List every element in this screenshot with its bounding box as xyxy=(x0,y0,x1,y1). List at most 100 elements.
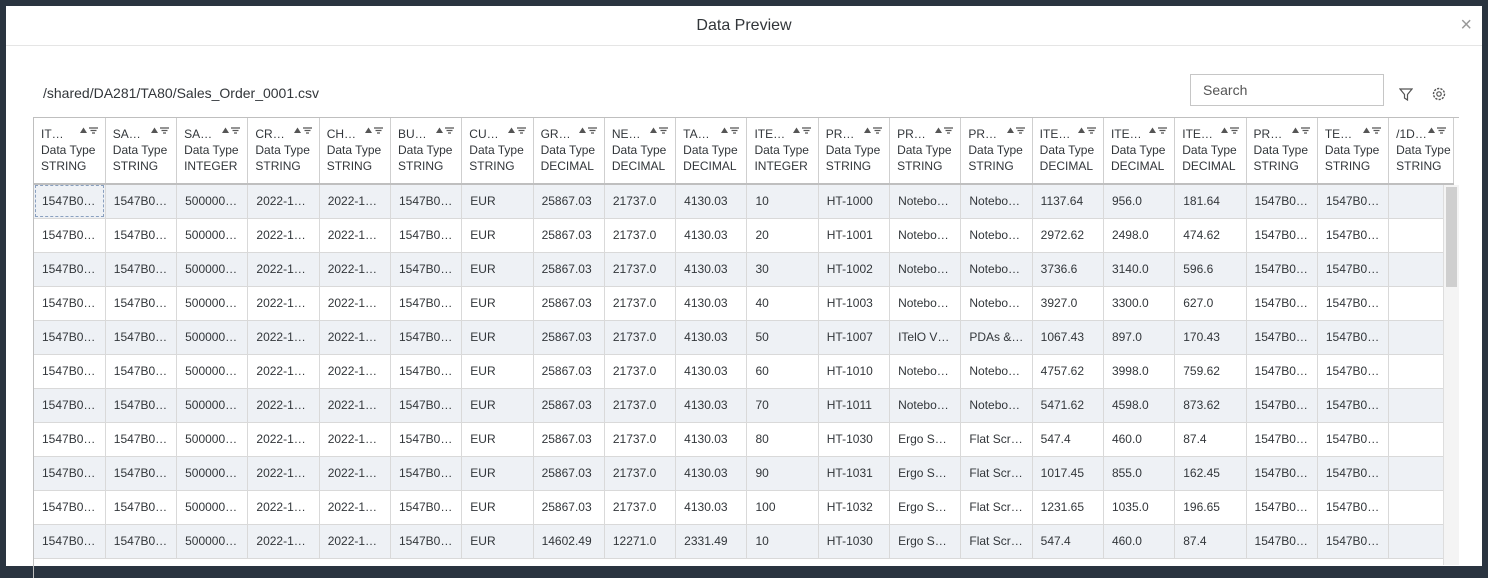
table-cell: 2972.62 xyxy=(1032,218,1104,253)
sort-icon[interactable] xyxy=(934,126,954,135)
sort-icon[interactable] xyxy=(435,126,455,135)
table-cell: 1547B0… xyxy=(34,354,106,389)
sort-icon[interactable] xyxy=(863,126,883,135)
column-name-row: CR… xyxy=(255,126,318,142)
table-cell: 2022-1… xyxy=(247,456,320,491)
column-header[interactable]: ITE… Data Type DECIMAL xyxy=(1032,118,1104,185)
sort-icon[interactable] xyxy=(792,126,812,135)
data-type: STRING xyxy=(1396,159,1442,173)
table-cell: 547.4 xyxy=(1032,422,1104,457)
column-name: TA… xyxy=(683,127,710,141)
column-header[interactable]: ITE… Data Type INTEGER xyxy=(746,118,819,185)
sort-icon[interactable] xyxy=(578,126,598,135)
table-cell: 25867.03 xyxy=(533,320,605,355)
sort-icon[interactable] xyxy=(1291,126,1311,135)
sort-icon[interactable] xyxy=(221,126,241,135)
column-header[interactable]: CR… Data Type STRING xyxy=(247,118,320,185)
table-cell: 1547B0… xyxy=(1246,422,1318,457)
table-row[interactable]: 1547B0… 1547B0… 500000… 2022-1… 2022-1… 1547B… xyxy=(34,320,1454,355)
sort-icon[interactable] xyxy=(1077,126,1097,135)
table-cell: 1547B0… xyxy=(1246,354,1318,389)
sort-icon[interactable] xyxy=(507,126,527,135)
scrollbar[interactable] xyxy=(1443,185,1459,565)
column-header[interactable]: PR… Data Type STRING xyxy=(960,118,1033,185)
table-cell: 25867.03 xyxy=(533,354,605,389)
settings-button[interactable] xyxy=(1431,86,1447,102)
table-cell xyxy=(1388,388,1454,423)
table-cell: 100 xyxy=(746,490,819,525)
sort-icon[interactable] xyxy=(1427,126,1447,135)
column-header[interactable]: PR… Data Type STRING xyxy=(1246,118,1318,185)
table-cell: 21737.0 xyxy=(604,422,677,457)
table-cell: 2022-1… xyxy=(247,524,320,559)
sort-icon[interactable] xyxy=(150,126,170,135)
dialog: Data Preview × /shared/DA281/TA80/Sales_… xyxy=(6,6,1482,578)
column-name-row: TA… xyxy=(683,126,746,142)
column-name-row: ITE… xyxy=(754,126,817,142)
close-button[interactable]: × xyxy=(1460,14,1472,36)
sort-icon[interactable] xyxy=(364,126,384,135)
table-row[interactable]: 1547B0… 1547B0… 500000… 2022-1… 2022-1… 1547B… xyxy=(34,218,1454,253)
sort-icon[interactable] xyxy=(1362,126,1382,135)
table-row[interactable]: 1547B0… 1547B0… 500000… 2022-1… 2022-1… 1547B… xyxy=(34,422,1454,457)
table-cell: 1137.64 xyxy=(1032,184,1104,219)
table-cell: 3998.0 xyxy=(1103,354,1176,389)
table-cell: HT-1001 xyxy=(818,218,891,253)
table-row[interactable]: 1547B0… 1547B0… 500000… 2022-1… 2022-1… 1547B… xyxy=(34,286,1454,321)
data-type: STRING xyxy=(397,159,444,173)
data-type-label: Data Type xyxy=(540,143,596,157)
column-name-row: PR… xyxy=(897,126,960,142)
table-row[interactable]: 1547B0… 1547B0… 500000… 2022-1… 2022-1… 1547B… xyxy=(34,354,1454,389)
table-row[interactable]: 1547B0… 1547B0… 500000… 2022-1… 2022-1… 1547B… xyxy=(34,388,1454,423)
column-header[interactable]: TA… Data Type DECIMAL xyxy=(675,118,748,185)
table-row[interactable]: 1547B0… 1547B0… 500000… 2022-1… 2022-1… 1547B… xyxy=(34,456,1454,491)
table-cell: Flat Scr… xyxy=(960,524,1033,559)
column-header[interactable]: ITE… Data Type DECIMAL xyxy=(1174,118,1247,185)
table-cell: 1547B0… xyxy=(390,286,463,321)
column-header[interactable]: PR… Data Type STRING xyxy=(889,118,962,185)
filter-button[interactable] xyxy=(1399,87,1413,101)
data-type-label: Data Type xyxy=(683,143,738,157)
column-header[interactable]: IT… Data Type STRING xyxy=(34,118,106,185)
sort-icon[interactable] xyxy=(1220,126,1240,135)
table-cell: 2331.49 xyxy=(675,524,748,559)
column-name: ITE… xyxy=(1182,127,1213,141)
table-cell: 1547B0… xyxy=(1317,354,1390,389)
column-header[interactable]: GR… Data Type DECIMAL xyxy=(533,118,605,185)
column-header[interactable]: NE… Data Type DECIMAL xyxy=(604,118,677,185)
column-header[interactable]: CH… Data Type STRING xyxy=(319,118,391,185)
column-header[interactable]: SA… Data Type STRING xyxy=(105,118,178,185)
column-name-row: GR… xyxy=(541,126,604,142)
table-cell: 1547B0… xyxy=(1317,456,1390,491)
table-row[interactable]: 1547B0… 1547B0… 500000… 2022-1… 2022-1… 1547B… xyxy=(34,490,1454,525)
sort-icon[interactable] xyxy=(1006,126,1026,135)
table-cell: 1547B0… xyxy=(390,422,463,457)
table-cell: 1547B0… xyxy=(1246,184,1318,219)
table-cell: 1547B0… xyxy=(390,456,463,491)
column-header[interactable]: PR… Data Type STRING xyxy=(818,118,891,185)
column-name-row: SA… xyxy=(184,126,247,142)
table-cell: 30 xyxy=(746,252,819,287)
column-name: CR… xyxy=(255,127,285,141)
table-row[interactable]: 1547B0… 1547B0… 500000… 2022-1… 2022-1… 1547B… xyxy=(34,524,1454,559)
sort-icon[interactable] xyxy=(293,126,313,135)
data-type-label: Data Type xyxy=(41,143,96,157)
column-header[interactable]: BU… Data Type STRING xyxy=(390,118,463,185)
scroll-thumb[interactable] xyxy=(1446,187,1457,287)
sort-icon[interactable] xyxy=(720,126,740,135)
table-row[interactable]: 1547B0… 1547B0… 500000… 2022-1… 2022-1… 1547B… xyxy=(34,184,1454,219)
search-input[interactable]: Search xyxy=(1190,74,1384,106)
sort-icon[interactable] xyxy=(79,126,99,135)
column-header[interactable]: /1D… Data Type STRING xyxy=(1388,118,1454,185)
table-cell: 87.4 xyxy=(1174,524,1247,559)
table-cell: Ergo S… xyxy=(889,524,962,559)
sort-icon[interactable] xyxy=(649,126,669,135)
column-header[interactable]: TE… Data Type STRING xyxy=(1317,118,1390,185)
column-header[interactable]: CU… Data Type STRING xyxy=(461,118,534,185)
sort-icon[interactable] xyxy=(1148,126,1168,135)
table-row[interactable]: 1547B0… 1547B0… 500000… 2022-1… 2022-1… 1547B… xyxy=(34,252,1454,287)
table-cell: 3927.0 xyxy=(1032,286,1104,321)
column-header[interactable]: ITE… Data Type DECIMAL xyxy=(1103,118,1176,185)
column-header[interactable]: SA… Data Type INTEGER xyxy=(176,118,249,185)
data-type: STRING xyxy=(1253,159,1299,173)
